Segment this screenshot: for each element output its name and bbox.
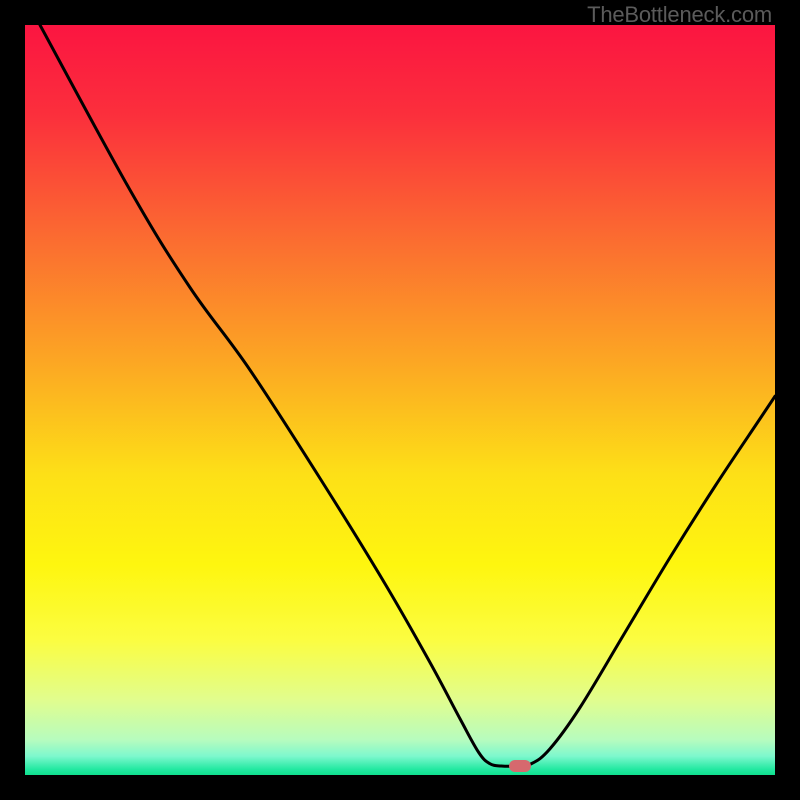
plot-area — [25, 25, 775, 775]
bottleneck-curve — [25, 25, 775, 775]
optimal-marker — [509, 760, 531, 772]
chart-container: TheBottleneck.com — [0, 0, 800, 800]
